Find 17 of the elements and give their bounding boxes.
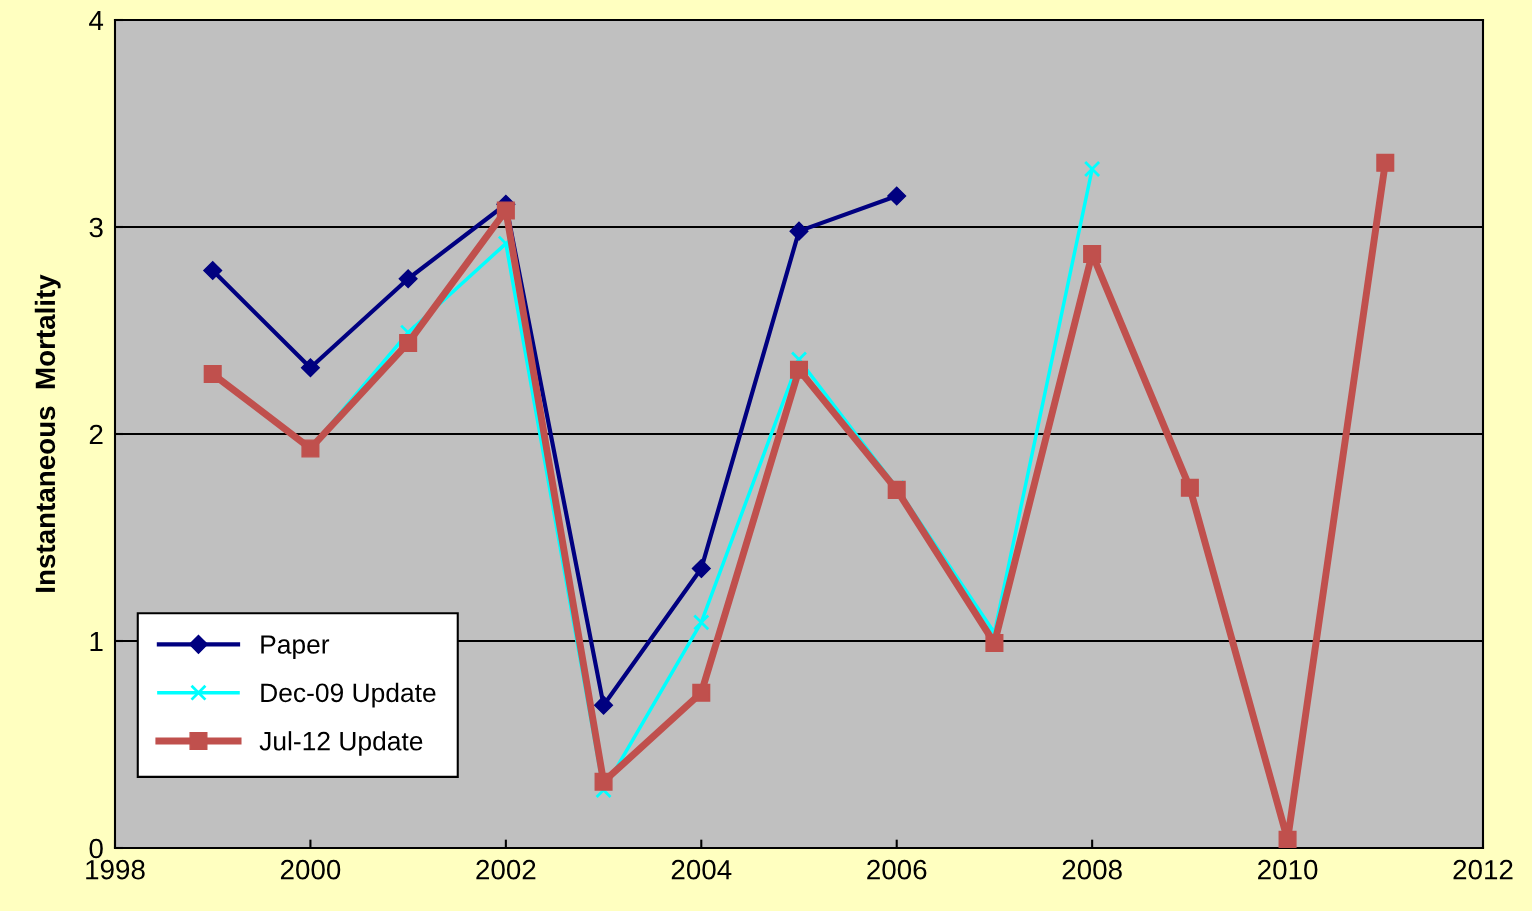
x-tick-label: 2000: [280, 859, 341, 880]
x-tick-label: 1998: [86, 859, 145, 880]
x-tick-label: 2012: [1453, 859, 1513, 880]
x-tick-label: 2010: [1258, 859, 1318, 880]
y-tick-label: 0: [89, 838, 103, 859]
x-tick-label: 2002: [476, 859, 536, 880]
y-tick-label: 4: [89, 10, 104, 31]
legend-label: Jul-12 Update: [259, 731, 423, 756]
legend-label: Paper: [261, 635, 330, 660]
x-tick-label: 2006: [867, 859, 927, 880]
legend-label: Dec-09 Update: [261, 682, 436, 708]
y-tick-label: 3: [89, 217, 103, 238]
x-tick-label: 2008: [1062, 859, 1122, 880]
y-tick-label: 1: [90, 631, 103, 652]
y-axis-title: Instantaneous Mortality: [34, 274, 61, 592]
x-tick-label: 2004: [671, 859, 732, 880]
y-tick-label: 2: [89, 424, 103, 445]
